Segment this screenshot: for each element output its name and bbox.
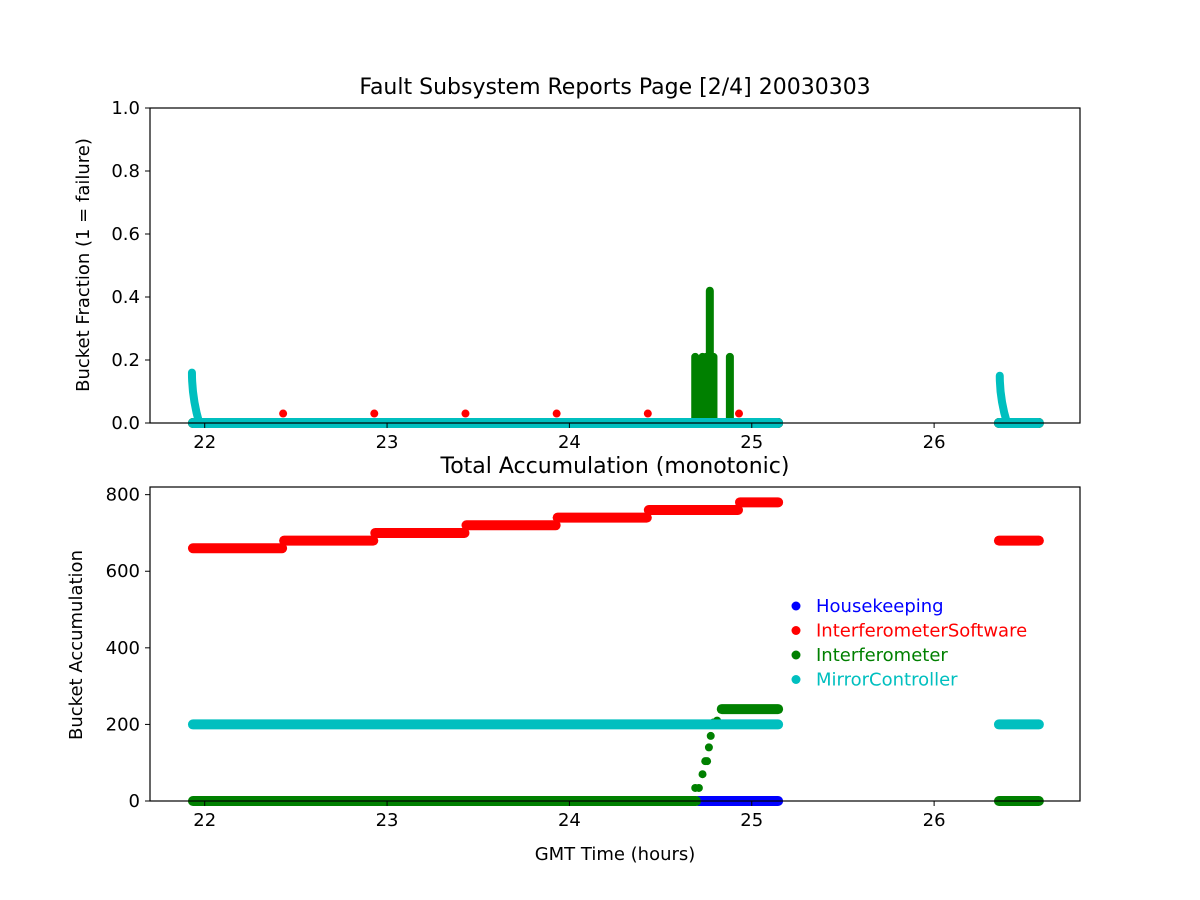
mirrorcontroller-legend-label: MirrorController — [816, 670, 958, 691]
mirrorcontroller-curve — [187, 368, 204, 427]
fraction-panel: Fault Subsystem Reports Page [2/4] 20030… — [73, 75, 1081, 453]
interferometer-stem — [725, 352, 734, 427]
interferometersoftware-legend-marker — [791, 626, 801, 635]
accumulation-axes-frame — [149, 486, 1081, 802]
accumulation-y-tick-label: 200 — [106, 714, 140, 735]
mirrorcontroller-run — [993, 719, 1044, 730]
interferometersoftware-point — [643, 409, 652, 418]
fraction-y-tick-label: 0.2 — [111, 350, 140, 371]
accumulation-x-tick-label: 22 — [193, 810, 216, 831]
fraction-axes-frame — [149, 107, 1081, 424]
fraction-x-tick-label: 25 — [740, 432, 763, 453]
interferometersoftware-point — [370, 409, 379, 418]
accumulation-y-tick-label: 400 — [106, 638, 140, 659]
interferometersoftware-legend-label: InterferometerSoftware — [816, 621, 1027, 642]
fraction-x-tick-label: 22 — [193, 432, 216, 453]
accumulation-ticks: 22 23 24 25 26 0 200 400 600 800 — [106, 485, 946, 831]
fraction-y-tick-label: 0.0 — [111, 413, 140, 434]
y-axis-label-bottom: Bucket Accumulation — [66, 550, 87, 740]
accumulation-x-tick-label: 26 — [923, 810, 946, 831]
mirrorcontroller-run — [187, 719, 784, 730]
fraction-x-tick-label: 23 — [376, 432, 399, 453]
fraction-x-tick-label: 26 — [923, 432, 946, 453]
interferometer-point — [703, 757, 712, 766]
accumulation-panel: Total Accumulation (monotonic) Bucket Ac… — [66, 454, 1081, 865]
housekeeping-legend-label: Housekeeping — [816, 596, 944, 617]
interferometersoftware-point — [279, 409, 288, 418]
interferometersoftware-run — [461, 520, 561, 531]
accumulation-x-tick-label: 23 — [376, 810, 399, 831]
fraction-ticks: 22 23 24 25 26 0.0 0.2 0.4 0.6 0.8 1.0 — [111, 98, 945, 453]
interferometersoftware-point — [552, 409, 561, 418]
interferometer-point — [704, 743, 713, 752]
interferometersoftware-run — [552, 512, 652, 523]
interferometer-legend-marker — [791, 650, 801, 660]
x-axis-label: GMT Time (hours) — [535, 844, 696, 865]
housekeeping-legend-marker — [791, 601, 801, 611]
interferometersoftware-run — [643, 504, 743, 515]
mirrorcontroller-curve — [995, 371, 1012, 427]
interferometer-point — [694, 783, 703, 792]
interferometersoftware-run — [279, 535, 379, 546]
chart-title: Fault Subsystem Reports Page [2/4] 20030… — [359, 75, 870, 100]
accumulation-title: Total Accumulation (monotonic) — [440, 454, 790, 479]
interferometersoftware-run — [370, 527, 470, 538]
legend: Housekeeping InterferometerSoftware Interf… — [791, 596, 1027, 691]
fraction-y-tick-label: 0.6 — [111, 224, 140, 245]
accumulation-x-tick-label: 25 — [740, 810, 763, 831]
interferometersoftware-run — [993, 535, 1044, 546]
interferometersoftware-run — [187, 543, 288, 554]
interferometer-legend-label: Interferometer — [816, 645, 948, 666]
interferometersoftware-point — [735, 409, 743, 418]
fraction-y-tick-label: 1.0 — [111, 98, 140, 119]
interferometersoftware-run — [735, 497, 784, 508]
fraction-y-tick-label: 0.4 — [111, 287, 140, 308]
interferometer-run — [716, 704, 784, 715]
accumulation-x-tick-label: 24 — [558, 810, 581, 831]
accumulation-y-tick-label: 600 — [106, 561, 140, 582]
interferometersoftware-point — [461, 409, 470, 418]
interferometer-point — [698, 770, 707, 779]
fraction-y-tick-label: 0.8 — [111, 161, 140, 182]
interferometer-stem — [709, 352, 718, 427]
accumulation-y-tick-label: 800 — [106, 485, 140, 506]
y-axis-label-top: Bucket Fraction (1 = failure) — [73, 138, 94, 392]
interferometer-point — [706, 731, 715, 740]
mirrorcontroller-legend-marker — [791, 675, 801, 684]
accumulation-y-tick-label: 0 — [129, 791, 140, 812]
fraction-x-tick-label: 24 — [558, 432, 581, 453]
